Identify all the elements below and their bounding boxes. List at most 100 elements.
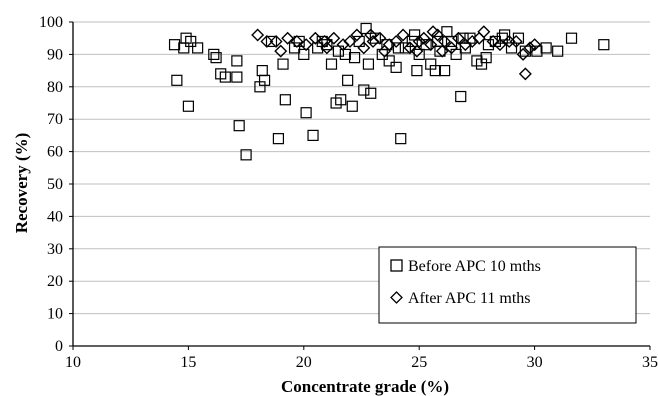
legend-diamond-icon [390,291,403,304]
point-after-apc [320,41,334,55]
point-before-apc [208,48,220,61]
point-before-apc [279,94,291,106]
point-before-apc [455,90,467,103]
x-tick-label: 20 [296,354,312,371]
point-before-apc [298,48,310,61]
point-after-apc [274,44,288,58]
point-before-apc [307,129,319,141]
point-after-apc [343,34,357,48]
legend-box [378,246,637,324]
point-before-apc [498,29,511,41]
point-after-apc [308,31,322,45]
x-tick-label: 10 [65,354,81,371]
point-before-apc [390,61,402,73]
point-after-apc [426,25,440,39]
point-after-apc [281,31,295,45]
point-after-apc [445,41,459,55]
point-before-apc [265,35,278,48]
series-before-apc [168,22,610,161]
point-before-apc [178,42,190,54]
y-tick-label: 80 [47,79,63,96]
point-before-apc [457,32,469,44]
point-before-apc [441,26,453,38]
y-tick-label: 40 [47,208,63,225]
point-before-apc [182,100,194,112]
y-tick-label: 70 [47,111,63,128]
x-tick-label: 15 [180,354,196,371]
point-after-apc [412,34,426,48]
point-before-apc [438,64,451,77]
point-after-apc [438,34,452,48]
point-before-apc [411,64,423,77]
point-after-apc [424,38,438,52]
point-after-apc [389,34,403,48]
point-before-apc [233,120,245,132]
y-tick-label: 0 [55,338,63,355]
point-before-apc [168,39,181,51]
y-tick-label: 30 [47,241,63,258]
point-before-apc [406,35,418,48]
series-after-apc [251,25,542,81]
x-axis-title: Concentrate grade (%) [281,377,449,396]
y-tick-label: 100 [39,14,63,31]
point-after-apc [260,34,274,48]
point-after-apc [518,67,532,81]
point-before-apc [219,71,231,83]
point-after-apc [403,41,417,55]
point-before-apc [383,55,395,67]
legend-square-icon [390,259,403,272]
point-before-apc [335,94,347,106]
point-after-apc [364,28,378,42]
y-tick-label: 90 [47,46,63,63]
point-before-apc [552,45,564,57]
point-after-apc [357,41,371,55]
point-before-apc [210,52,222,64]
point-before-apc [598,39,610,51]
x-tick-label: 35 [642,354,658,371]
point-before-apc [231,55,243,67]
point-before-apc [399,42,411,54]
point-after-apc [493,38,507,52]
point-before-apc [258,74,271,86]
point-after-apc [431,28,445,42]
point-before-apc [392,42,405,54]
y-tick-labels: 0 10 20 30 40 50 60 70 80 90 100 [39,14,63,355]
y-tick-label: 10 [47,306,63,323]
point-before-apc [395,133,407,145]
x-tick-label: 25 [411,354,427,371]
point-before-apc [192,42,204,54]
point-after-apc [396,28,410,42]
point-after-apc [299,38,313,52]
point-after-apc [290,34,304,48]
point-before-apc [231,71,243,83]
point-after-apc [451,31,465,45]
x-tick-label: 30 [527,354,543,371]
point-after-apc [528,38,542,52]
point-before-apc [342,74,354,86]
point-after-apc [373,31,387,45]
point-after-apc [350,28,364,42]
point-before-apc [240,149,252,161]
point-before-apc [185,35,197,48]
gridlines [73,21,650,315]
point-before-apc [277,58,289,70]
x-tick-labels: 10 15 20 25 30 35 [65,354,658,371]
point-before-apc [256,64,268,77]
point-after-apc [486,34,500,48]
point-before-apc [540,42,552,54]
y-tick-label: 50 [47,176,63,193]
point-after-apc [378,44,392,58]
point-after-apc [417,31,431,45]
point-after-apc [327,31,341,45]
point-before-apc [171,74,183,86]
y-tick-label: 60 [47,144,63,161]
point-before-apc [381,39,393,51]
point-before-apc [429,64,441,77]
point-before-apc [362,58,375,70]
point-after-apc [509,34,523,48]
point-after-apc [410,44,424,58]
point-before-apc [480,52,492,64]
y-axis-title: Recovery (%) [12,133,31,234]
point-before-apc [365,87,377,99]
axes [69,21,651,350]
